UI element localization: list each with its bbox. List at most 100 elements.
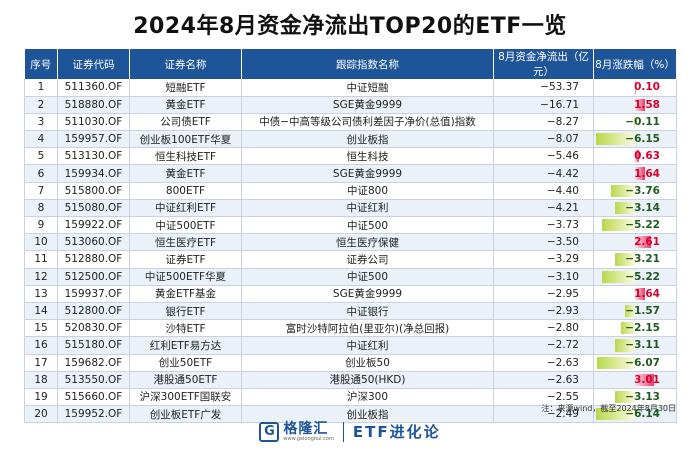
cell-index: 中证短融 [241, 79, 494, 97]
cell-pct: −2.15 [593, 319, 677, 338]
cell-no: 20 [24, 405, 58, 424]
brand-name: 格隆汇 [283, 420, 329, 437]
pct-value: 3.01 [634, 373, 660, 386]
cell-index: 创业板指 [241, 405, 494, 424]
table-row: 8 515080.OF 中证红利ETF 中证红利 −4.21 −3.14 [24, 199, 677, 218]
cell-index: 富时沙特阿拉伯(里亚尔)(净总回报) [241, 319, 494, 338]
pct-value: 1.64 [634, 167, 660, 180]
cell-index: 创业板50 [241, 354, 494, 372]
cell-flow: −2.55 [493, 388, 594, 407]
pct-value: −5.22 [625, 270, 660, 283]
cell-flow: −2.80 [493, 319, 594, 338]
cell-name: 恒生科技ETF [129, 147, 242, 166]
cell-no: 14 [24, 302, 58, 321]
negative-bar [615, 390, 635, 404]
cell-pct: −6.07 [593, 354, 677, 372]
cell-code: 515800.OF [57, 182, 130, 200]
cell-name: 黄金ETF基金 [129, 285, 242, 303]
positive-bar [635, 81, 636, 94]
cell-name: 中证500ETF [129, 216, 242, 235]
column-header-code: 证券代码 [57, 49, 130, 79]
footer-divider [342, 421, 344, 442]
cell-index: 中证500 [241, 216, 494, 235]
cell-no: 19 [24, 388, 58, 407]
cell-flow: −2.63 [493, 354, 594, 372]
table-body: 1 511360.OF 短融ETF 中证短融 −53.37 0.10 2 518880.OF 黄… [24, 79, 677, 424]
cell-flow: −8.07 [493, 130, 594, 149]
pct-value: 2.61 [634, 236, 660, 249]
cell-pct: −6.15 [593, 130, 677, 149]
table-row: 11 512880.OF 证券ETF 证券公司 −3.29 −3.21 [24, 250, 677, 269]
cell-no: 4 [24, 130, 58, 149]
negative-bar [596, 356, 635, 369]
cell-pct: 1.64 [593, 164, 677, 183]
cell-flow: −3.73 [493, 216, 594, 235]
cell-no: 11 [24, 250, 58, 269]
cell-name: 沙特ETF [129, 319, 242, 338]
cell-code: 159957.OF [57, 130, 130, 149]
cell-index: 证券公司 [241, 250, 494, 269]
cell-pct: −6.14 [593, 405, 677, 424]
cell-name: 创业50ETF [129, 354, 242, 372]
column-header-pct: 8月涨跌幅（%） [593, 49, 677, 79]
cell-no: 3 [24, 113, 58, 132]
cell-index: SGE黄金9999 [241, 285, 494, 303]
cell-index: 恒生科技 [241, 147, 494, 166]
brand-url: www.gelonghui.com [283, 435, 334, 442]
table-row: 1 511360.OF 短融ETF 中证短融 −53.37 0.10 [24, 79, 677, 97]
page-title: 2024年8月资金净流出TOP20的ETF一览 [133, 14, 567, 39]
table-row: 13 159937.OF 黄金ETF基金 SGE黄金9999 −2.95 1.64 [24, 285, 677, 303]
table-row: 2 518880.OF 黄金ETF SGE黄金9999 −16.71 1.58 [24, 96, 677, 114]
table-row: 5 513130.OF 恒生科技ETF 恒生科技 −5.46 0.63 [24, 147, 677, 166]
cell-index: 恒生医疗保健 [241, 233, 494, 252]
cell-pct: −3.11 [593, 336, 677, 355]
cell-index: 沪深300 [241, 388, 494, 407]
positive-bar [635, 236, 652, 249]
footer-brand: G 格隆汇 www.gelonghui.com ETF进化论 [0, 413, 700, 450]
cell-name: 证券ETF [129, 250, 242, 269]
cell-index: 港股通50(HKD) [241, 371, 494, 389]
table-row: 15 520830.OF 沙特ETF 富时沙特阿拉伯(里亚尔)(净总回报) −2.80 −… [24, 319, 677, 338]
cell-flow: −2.93 [493, 302, 594, 321]
negative-bar [611, 184, 635, 197]
table-row: 17 159682.OF 创业50ETF 创业板50 −2.63 −6.07 [24, 354, 677, 372]
cell-name: 创业板ETF广发 [129, 405, 242, 424]
positive-bar [635, 287, 646, 300]
cell-no: 15 [24, 319, 58, 338]
cell-flow: −2.72 [493, 336, 594, 355]
cell-pct: 3.01 [593, 371, 677, 389]
cell-name: 中证红利ETF [129, 199, 242, 218]
cell-flow: −16.71 [493, 96, 594, 114]
cell-name: 短融ETF [129, 79, 242, 97]
table-row: 9 159922.OF 中证500ETF 中证500 −3.73 −5.22 [24, 216, 677, 235]
cell-index: SGE黄金9999 [241, 96, 494, 114]
cell-code: 512880.OF [57, 250, 130, 269]
cell-flow: −2.95 [493, 285, 594, 303]
pct-value: −1.57 [625, 305, 660, 318]
cell-pct: −3.13 [593, 388, 677, 407]
negative-bar [615, 201, 635, 214]
table-row: 3 511030.OF 公司债ETF 中债−中高等级公司债利差因子净价(总值)指数 −8… [24, 113, 677, 132]
cell-pct: −3.21 [593, 250, 677, 269]
table-row: 4 159957.OF 创业板100ETF华夏 创业板指 −8.07 −6.15 [24, 130, 677, 149]
pct-value: −0.11 [625, 115, 660, 128]
cell-pct: −0.11 [593, 113, 677, 132]
cell-code: 518880.OF [57, 96, 130, 114]
cell-pct: 0.63 [593, 147, 677, 166]
cell-pct: 1.58 [593, 96, 677, 114]
cell-name: 港股通50ETF [129, 371, 242, 389]
cell-index: 中证红利 [241, 199, 494, 218]
cell-code: 513550.OF [57, 371, 130, 389]
cell-no: 7 [24, 182, 58, 200]
negative-bar [602, 270, 635, 283]
pct-value: −5.22 [625, 219, 660, 232]
positive-bar [635, 150, 639, 163]
cell-code: 159937.OF [57, 285, 130, 303]
pct-value: −3.11 [625, 339, 660, 352]
cell-no: 9 [24, 216, 58, 235]
pct-value: −3.76 [625, 184, 660, 197]
cell-code: 520830.OF [57, 319, 130, 338]
table-row: 14 512800.OF 银行ETF 中证银行 −2.93 −1.57 [24, 302, 677, 321]
negative-bar [596, 408, 635, 421]
cell-code: 513060.OF [57, 233, 130, 252]
